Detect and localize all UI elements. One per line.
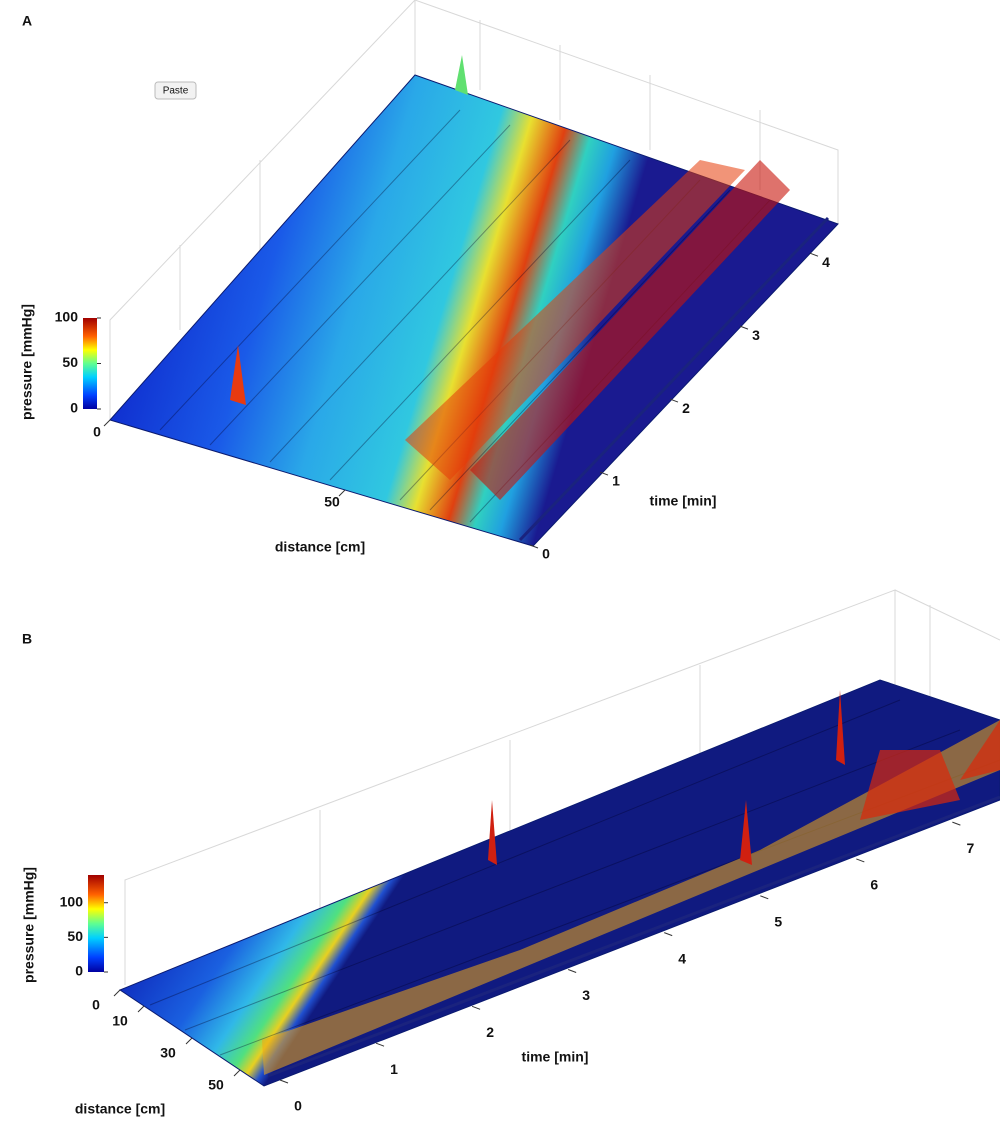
x-tick <box>103 419 111 427</box>
paste-button[interactable]: Paste <box>154 81 197 100</box>
x-tick-label: 10 <box>112 1013 128 1029</box>
x-tick-label: 30 <box>160 1045 176 1061</box>
y-tick <box>760 895 769 900</box>
y-tick <box>471 1005 481 1010</box>
surface-edge <box>518 216 830 542</box>
x-tick-label: 50 <box>208 1077 224 1093</box>
surface <box>109 74 839 547</box>
y-tick-label: 3 <box>582 987 590 1003</box>
x-tick-label: 0 <box>92 997 100 1013</box>
y-tick <box>669 398 679 403</box>
colorbar-tick-label: 0 <box>75 963 83 979</box>
y-tick-label: 6 <box>870 877 878 893</box>
surface-ridges <box>159 55 790 523</box>
x-axis-label: distance [cm] <box>75 1101 165 1117</box>
colorbar-tick-label: 100 <box>60 893 84 909</box>
y-tick-label: 0 <box>542 546 550 562</box>
y-tick <box>599 471 609 476</box>
y-tick <box>567 969 577 973</box>
x-axis-label: distance [cm] <box>275 539 365 555</box>
surface-ridges <box>149 690 1000 1075</box>
y-tick <box>952 821 961 826</box>
panel-label: A <box>22 13 32 29</box>
y-tick-label: 3 <box>752 327 760 343</box>
y-tick-label: 0 <box>294 1098 302 1114</box>
y-tick-label: 2 <box>486 1024 494 1040</box>
x-tick <box>338 489 346 497</box>
colorbar <box>83 318 97 409</box>
colorbar-tick-label: 50 <box>67 928 83 944</box>
y-tick <box>739 325 749 330</box>
colorbar <box>88 875 104 972</box>
y-tick-label: 5 <box>774 913 782 929</box>
x-tick <box>137 1005 145 1013</box>
y-axis-label: time [min] <box>522 1049 589 1065</box>
y-tick <box>279 1079 289 1084</box>
axes-box <box>109 0 839 420</box>
y-tick-label: 1 <box>390 1061 398 1077</box>
z-axis-label: pressure [mmHg] <box>21 867 37 983</box>
y-tick-label: 7 <box>966 840 974 856</box>
y-tick <box>856 858 865 863</box>
y-tick-label: 2 <box>682 400 690 416</box>
x-tick <box>113 989 121 997</box>
button-label[interactable]: Paste <box>163 86 189 97</box>
surface-edge <box>267 795 1000 1078</box>
x-tick-label: 0 <box>93 424 101 440</box>
y-tick-label: 1 <box>612 473 620 489</box>
y-tick-label: 4 <box>822 254 830 270</box>
x-tick <box>185 1037 193 1045</box>
y-tick-label: 4 <box>678 950 686 966</box>
colorbar-tick-label: 100 <box>55 309 79 325</box>
z-axis-label: pressure [mmHg] <box>19 304 35 420</box>
axes-box <box>124 589 1000 985</box>
y-axis-label: time [min] <box>650 493 717 509</box>
colorbar-tick-label: 0 <box>70 400 78 416</box>
y-tick <box>809 252 819 257</box>
y-tick <box>375 1042 385 1047</box>
colorbar-tick-label: 50 <box>62 354 78 370</box>
y-tick <box>664 932 673 937</box>
panel-label: B <box>22 631 32 647</box>
x-tick <box>233 1069 241 1077</box>
surface <box>118 679 1000 1087</box>
x-tick-label: 50 <box>324 494 340 510</box>
y-tick <box>529 544 539 549</box>
